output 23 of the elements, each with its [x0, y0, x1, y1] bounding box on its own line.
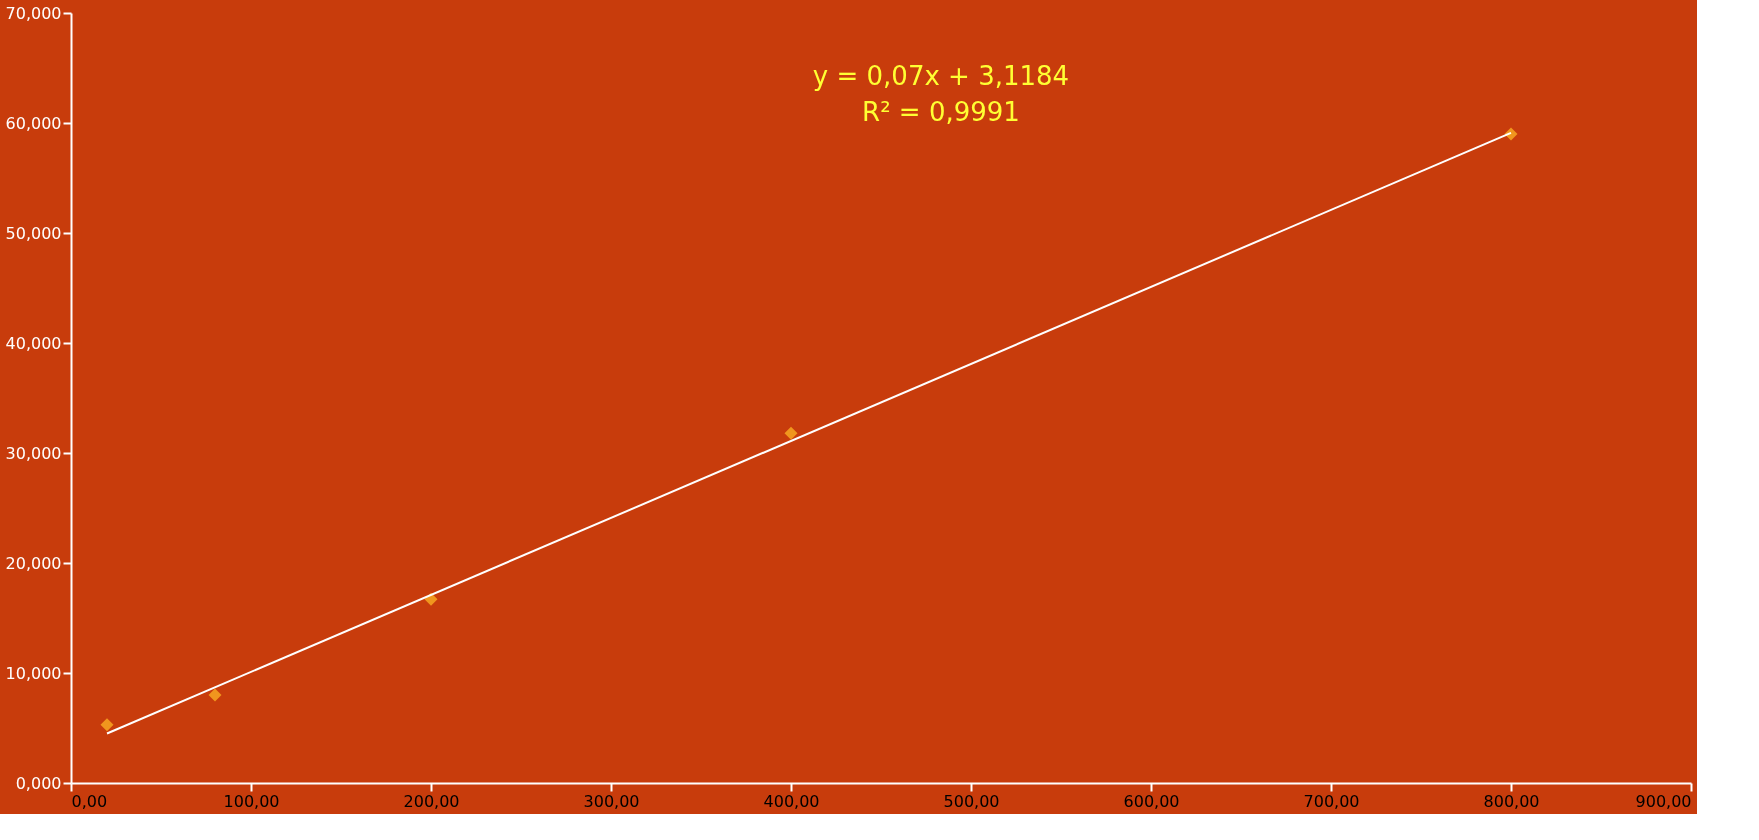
- y-tick-label: 50,000: [5, 223, 62, 243]
- x-tick-label: 600,00: [1123, 791, 1180, 811]
- y-tick-label: 10,000: [5, 663, 62, 683]
- y-tick-label: 30,000: [5, 443, 62, 463]
- y-tick-label: 20,000: [5, 553, 62, 573]
- x-tick-label: 700,00: [1303, 791, 1360, 811]
- y-tick-label: 70,000: [5, 3, 62, 23]
- x-tick-label: 800,00: [1483, 791, 1540, 811]
- x-tick-label: 500,00: [943, 791, 1000, 811]
- x-tick-label: 0,00: [71, 791, 108, 811]
- point: [208, 688, 222, 702]
- y-tick-label: 40,000: [5, 333, 62, 353]
- x-tick-label: 200,00: [403, 791, 460, 811]
- x-tick-label: 300,00: [583, 791, 640, 811]
- point: [100, 718, 114, 732]
- x-tick-label: 900,00: [1635, 791, 1692, 811]
- point: [784, 426, 798, 440]
- x-tick-label: 100,00: [223, 791, 280, 811]
- annotation: R² = 0,9991: [862, 97, 1020, 127]
- y-tick-label: 0,000: [15, 773, 62, 793]
- x-tick-label: 400,00: [763, 791, 820, 811]
- y-tick-label: 60,000: [5, 113, 62, 133]
- annotation: y = 0,07x + 3,1184: [812, 61, 1070, 91]
